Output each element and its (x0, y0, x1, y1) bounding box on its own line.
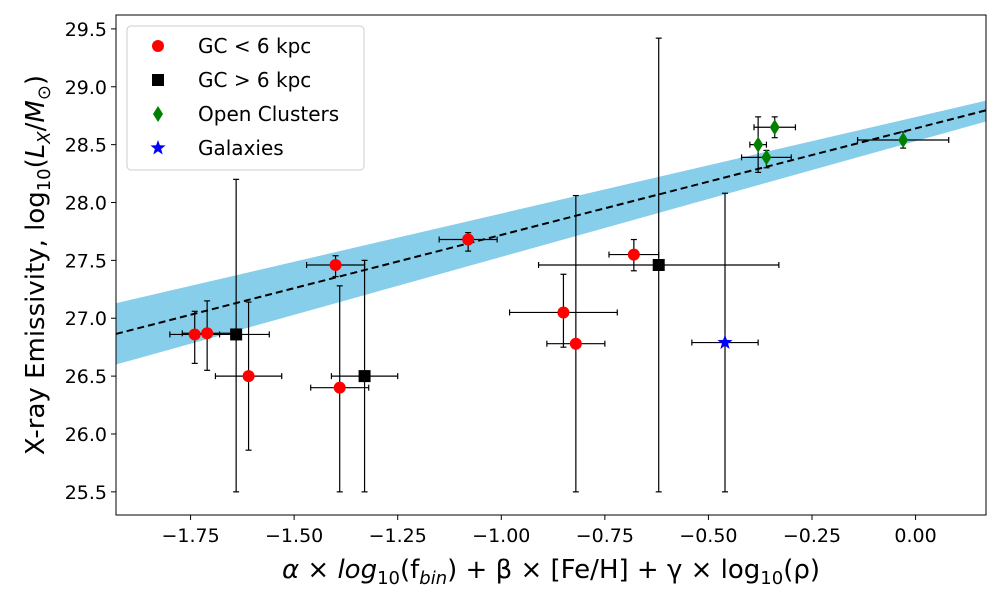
y-tick-label: 27.5 (65, 250, 107, 272)
data-point (627, 248, 640, 261)
legend: GC < 6 kpc GC > 6 kpc Open Clusters Galaxie… (126, 25, 365, 171)
x-tick-label: −0.75 (576, 525, 634, 547)
data-point (569, 337, 582, 350)
y-tick-label: 28.0 (65, 193, 107, 215)
data-point (242, 370, 255, 383)
legend-marker (152, 40, 164, 52)
legend-label: Galaxies (198, 136, 284, 160)
x-axis-label: α × log10(fbin) + β × [Fe/H] + γ × log10… (282, 555, 820, 589)
legend-label: Open Clusters (198, 102, 339, 126)
data-point (358, 370, 371, 383)
legend-marker (150, 140, 166, 155)
y-tick-label: 27.0 (65, 308, 107, 330)
data-point (753, 136, 764, 153)
y-axis-label: X-ray Emissivity, log10(LX/M⊙) (21, 75, 55, 455)
data-point (717, 334, 733, 349)
x-tick-label: −1.00 (472, 525, 530, 547)
x-tick-label: −1.25 (369, 525, 427, 547)
y-tick-label: 25.5 (65, 482, 107, 504)
data-point (329, 259, 342, 271)
data-point (230, 328, 243, 341)
legend-box (126, 25, 365, 171)
data-point (769, 119, 780, 136)
legend-marker (153, 106, 163, 122)
y-tick-label: 29.5 (65, 19, 107, 41)
x-tick-label: −1.50 (265, 525, 323, 547)
data-point (557, 306, 570, 319)
data-point (201, 327, 214, 340)
data-point (462, 233, 475, 246)
y-tick-label: 26.0 (65, 424, 107, 446)
legend-marker (152, 74, 164, 86)
plot-frame (115, 14, 987, 516)
data-point (652, 259, 665, 271)
x-tick-label: −1.75 (161, 525, 219, 547)
x-tick-label: −0.50 (679, 525, 737, 547)
data-point (761, 149, 772, 166)
x-tick-label: 0.00 (894, 525, 936, 547)
data-point (188, 328, 201, 341)
legend-label: GC > 6 kpc (198, 68, 311, 92)
data-point (898, 132, 909, 148)
legend-label: GC < 6 kpc (198, 34, 311, 58)
fit-line (115, 109, 987, 335)
y-tick-label: 28.5 (65, 135, 107, 157)
y-tick-label: 26.5 (65, 366, 107, 388)
x-tick-label: −0.25 (783, 525, 841, 547)
y-tick-label: 29.0 (65, 77, 107, 99)
data-point (333, 381, 346, 394)
